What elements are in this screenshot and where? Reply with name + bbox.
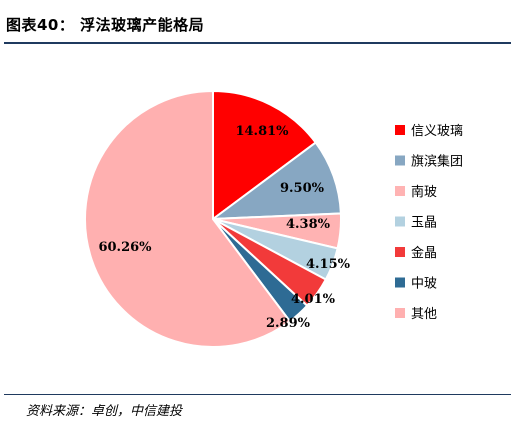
legend-label: 南玻 <box>411 184 437 200</box>
legend-label: 其他 <box>411 307 437 322</box>
pie-chart: 14.81% 9.50% 4.38% 4.15% 4.01% 2.89% 60.26% 信义… <box>84 89 463 348</box>
slice-value-label: 4.38% <box>286 217 331 232</box>
legend-label: 旗滨集团 <box>411 154 463 170</box>
source-rule <box>4 394 511 395</box>
legend-swatch <box>395 277 405 288</box>
legend-swatch <box>395 247 405 257</box>
legend-swatch <box>395 155 405 166</box>
legend-swatch <box>395 216 405 227</box>
pie-slice <box>212 89 318 221</box>
slice-value-label: 4.15% <box>306 257 351 272</box>
legend-label: 玉晶 <box>411 216 437 231</box>
pie-labels: 14.81% 9.50% 4.38% 4.15% 4.01% 2.89% 60.26% <box>98 124 350 331</box>
pie-slice <box>84 89 292 348</box>
slice-value-label: 4.01% <box>291 292 336 307</box>
figure-title: 图表40： 浮法玻璃产能格局 <box>6 16 205 34</box>
slice-value-label: 9.50% <box>280 181 325 196</box>
legend-label: 信义玻璃 <box>411 124 463 139</box>
legend-swatch <box>395 125 405 135</box>
slice-value-label: 14.81% <box>235 124 289 139</box>
legend-swatch <box>395 308 405 318</box>
pie-slice <box>209 141 342 221</box>
legend-label: 金晶 <box>411 245 437 261</box>
slice-value-label: 60.26% <box>98 240 152 255</box>
source-note: 资料来源：卓创，中信建投 <box>26 404 183 419</box>
title-rule <box>4 42 511 44</box>
slice-value-label: 2.89% <box>266 316 311 331</box>
legend-label: 中玻 <box>411 277 437 292</box>
pie-slices <box>84 89 342 348</box>
legend-swatch <box>395 186 405 196</box>
